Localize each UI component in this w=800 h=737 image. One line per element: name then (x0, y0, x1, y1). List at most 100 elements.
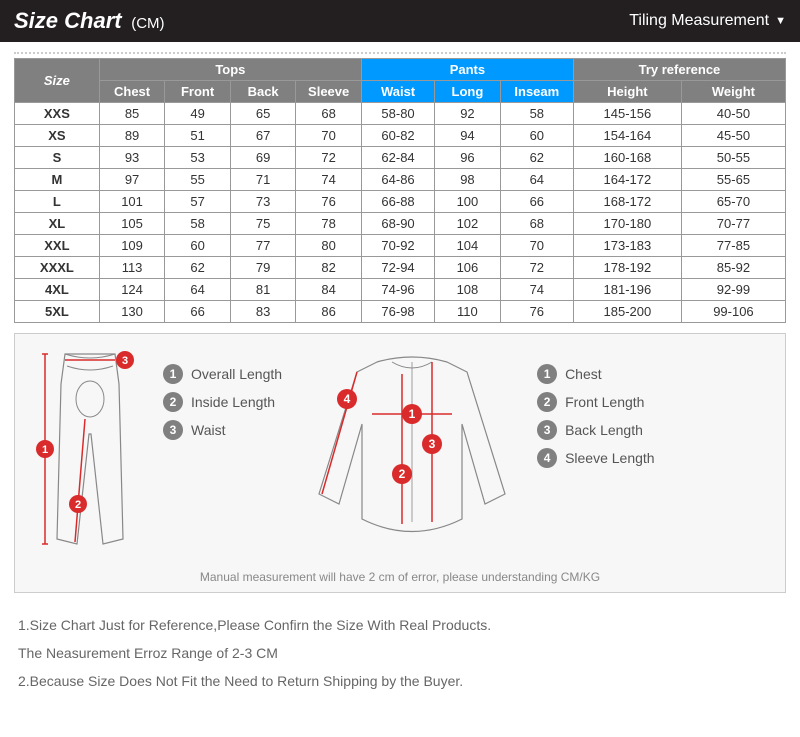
cell-back: 81 (230, 279, 296, 301)
cell-front: 49 (165, 103, 231, 125)
cell-chest: 113 (99, 257, 165, 279)
cell-long: 96 (435, 147, 501, 169)
cell-waist: 64-86 (361, 169, 434, 191)
cell-chest: 97 (99, 169, 165, 191)
cell-waist: 72-94 (361, 257, 434, 279)
footer-line: 1.Size Chart Just for Reference,Please C… (18, 611, 782, 639)
legend-item: 1Chest (537, 364, 655, 384)
table-row: XXXL11362798272-9410672178-19285-92 (15, 257, 786, 279)
cell-back: 79 (230, 257, 296, 279)
legend-item: 2Inside Length (163, 392, 282, 412)
cell-long: 92 (435, 103, 501, 125)
cell-chest: 89 (99, 125, 165, 147)
svg-text:3: 3 (122, 355, 128, 367)
cell-long: 110 (435, 301, 501, 323)
sub-weight: Weight (681, 81, 785, 103)
cell-waist: 58-80 (361, 103, 434, 125)
cell-sleeve: 76 (296, 191, 362, 213)
sub-waist: Waist (361, 81, 434, 103)
cell-front: 58 (165, 213, 231, 235)
cell-height: 164-172 (573, 169, 681, 191)
cell-height: 160-168 (573, 147, 681, 169)
cell-size: 4XL (15, 279, 100, 301)
legend-item: 1Overall Length (163, 364, 282, 384)
sub-inseam: Inseam (500, 81, 573, 103)
legend-item: 3Back Length (537, 420, 655, 440)
cell-sleeve: 72 (296, 147, 362, 169)
table-row: XXL10960778070-9210470173-18377-85 (15, 235, 786, 257)
cell-back: 77 (230, 235, 296, 257)
cell-height: 178-192 (573, 257, 681, 279)
cell-front: 64 (165, 279, 231, 301)
chevron-down-icon: ▼ (775, 15, 786, 27)
cell-waist: 74-96 (361, 279, 434, 301)
sub-front: Front (165, 81, 231, 103)
table-row: L10157737666-8810066168-17265-70 (15, 191, 786, 213)
divider-dotted (14, 52, 786, 54)
cell-chest: 105 (99, 213, 165, 235)
cell-front: 60 (165, 235, 231, 257)
cell-long: 104 (435, 235, 501, 257)
cell-size: XS (15, 125, 100, 147)
sub-chest: Chest (99, 81, 165, 103)
cell-front: 55 (165, 169, 231, 191)
header-bar: Size Chart (CM) Tiling Measurement ▼ (0, 0, 800, 42)
cell-waist: 66-88 (361, 191, 434, 213)
cell-front: 66 (165, 301, 231, 323)
cell-back: 75 (230, 213, 296, 235)
cell-weight: 77-85 (681, 235, 785, 257)
unit-label: (CM) (131, 15, 164, 32)
cell-waist: 70-92 (361, 235, 434, 257)
table-row: 5XL13066838676-9811076185-20099-106 (15, 301, 786, 323)
cell-chest: 93 (99, 147, 165, 169)
cell-front: 57 (165, 191, 231, 213)
svg-text:2: 2 (399, 467, 406, 481)
footer-notes: 1.Size Chart Just for Reference,Please C… (0, 603, 800, 703)
cell-inseam: 68 (500, 213, 573, 235)
cell-weight: 70-77 (681, 213, 785, 235)
cell-long: 100 (435, 191, 501, 213)
footer-line: 2.Because Size Does Not Fit the Need to … (18, 667, 782, 695)
cell-waist: 62-84 (361, 147, 434, 169)
cell-size: XXS (15, 103, 100, 125)
cell-weight: 99-106 (681, 301, 785, 323)
cell-size: S (15, 147, 100, 169)
cell-weight: 40-50 (681, 103, 785, 125)
cell-back: 71 (230, 169, 296, 191)
svg-text:1: 1 (42, 444, 48, 456)
size-table: Size Tops Pants Try reference Chest Fron… (14, 58, 786, 323)
cell-weight: 92-99 (681, 279, 785, 301)
cell-height: 181-196 (573, 279, 681, 301)
cell-front: 62 (165, 257, 231, 279)
legend-item: 3Waist (163, 420, 282, 440)
header-ref: Try reference (573, 59, 785, 81)
cell-back: 65 (230, 103, 296, 125)
svg-text:3: 3 (429, 437, 436, 451)
cell-inseam: 72 (500, 257, 573, 279)
pants-legend: 1Overall Length 2Inside Length 3Waist (163, 364, 282, 440)
top-diagram: 1 2 3 4 (302, 344, 522, 557)
cell-long: 106 (435, 257, 501, 279)
cell-height: 185-200 (573, 301, 681, 323)
cell-front: 53 (165, 147, 231, 169)
cell-waist: 76-98 (361, 301, 434, 323)
cell-long: 108 (435, 279, 501, 301)
cell-waist: 68-90 (361, 213, 434, 235)
legend-item: 4Sleeve Length (537, 448, 655, 468)
table-row: 4XL12464818474-9610874181-19692-99 (15, 279, 786, 301)
sub-long: Long (435, 81, 501, 103)
cell-sleeve: 74 (296, 169, 362, 191)
cell-inseam: 62 (500, 147, 573, 169)
cell-weight: 55-65 (681, 169, 785, 191)
cell-chest: 124 (99, 279, 165, 301)
sub-height: Height (573, 81, 681, 103)
cell-size: XXL (15, 235, 100, 257)
table-row: XS8951677060-829460154-16445-50 (15, 125, 786, 147)
cell-size: XXXL (15, 257, 100, 279)
measurement-dropdown[interactable]: Tiling Measurement ▼ (629, 12, 786, 30)
cell-size: 5XL (15, 301, 100, 323)
sub-back: Back (230, 81, 296, 103)
cell-size: L (15, 191, 100, 213)
cell-long: 98 (435, 169, 501, 191)
cell-chest: 109 (99, 235, 165, 257)
